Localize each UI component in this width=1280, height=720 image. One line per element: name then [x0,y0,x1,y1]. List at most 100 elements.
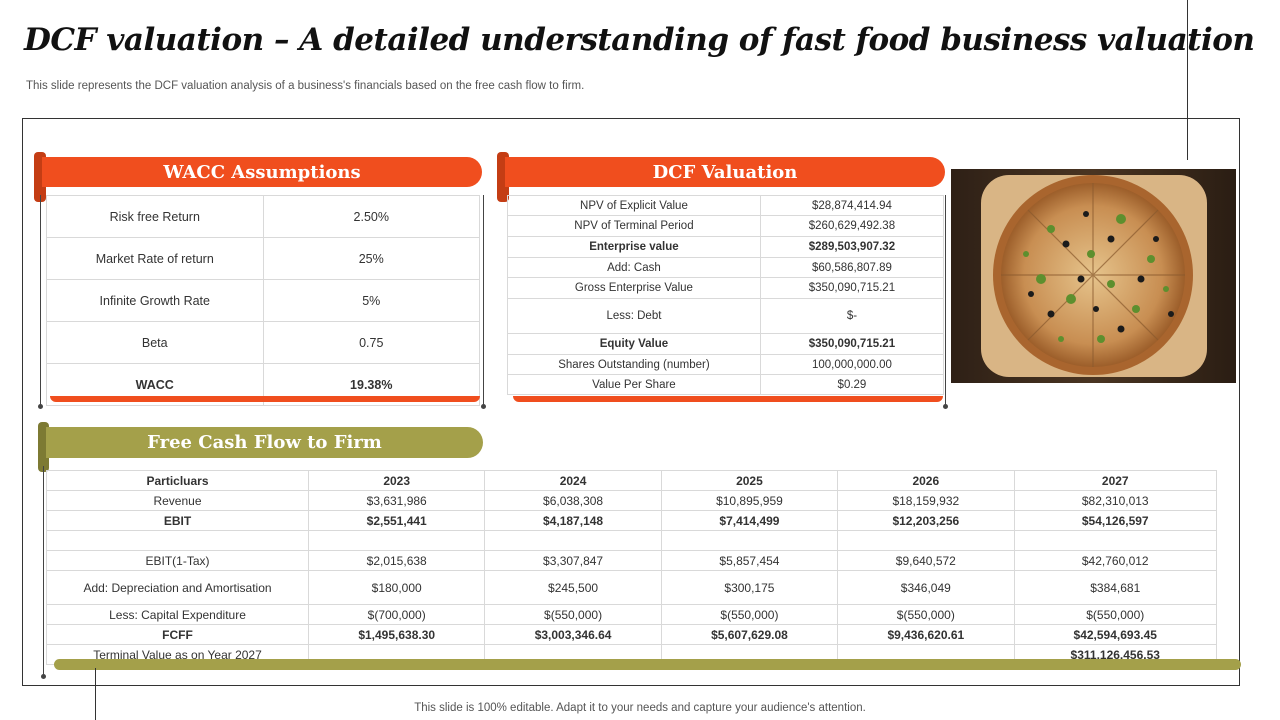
dcf-value: $350,090,715.21 [759,277,945,299]
table-row: Less: Capital Expenditure $(700,000) $(550… [46,604,1217,625]
table-row [46,530,1217,551]
fcff-heading: Free Cash Flow to Firm [46,427,483,458]
fcff-cell [837,530,1015,551]
fcff-cell: Add: Depreciation and Amortisation [46,570,309,605]
dcf-label: Less: Debt [507,298,761,334]
table-row: Add: Depreciation and Amortisation $180,0… [46,570,1217,605]
table-row: Beta 0.75 [46,321,480,364]
fcff-cell: $4,187,148 [484,510,662,531]
fcff-cell: $42,594,693.45 [1013,624,1217,645]
content-frame [22,118,1240,686]
table-row: Market Rate of return 25% [46,237,480,280]
fcff-cell: Less: Capital Expenditure [46,604,309,625]
wacc-value: 25% [262,237,480,280]
fcff-cell: Revenue [46,490,309,511]
dcf-value: 100,000,000.00 [759,354,945,375]
fcff-cell: $6,038,308 [484,490,662,511]
wacc-right-rule [483,195,484,407]
fcff-cell: $(550,000) [484,604,662,625]
fcff-cell [484,530,662,551]
dcf-right-rule [945,195,946,407]
decorative-line-top [1187,0,1188,160]
wacc-value: 5% [262,279,480,322]
wacc-label: Market Rate of return [46,237,264,280]
fcff-cell: $2,551,441 [307,510,486,531]
fcff-cell: $(550,000) [1013,604,1217,625]
fcff-tab [38,422,49,472]
table-row: Infinite Growth Rate 5% [46,279,480,322]
wacc-table: Risk free Return 2.50% Market Rate of ret… [46,195,480,406]
fcff-bottom-bar [54,659,1241,670]
fcff-cell: FCFF [46,624,309,645]
fcff-cell: $300,175 [660,570,839,605]
fcff-header: 2027 [1013,470,1217,491]
wacc-left-rule [40,195,41,407]
fcff-cell: $42,760,012 [1013,550,1217,571]
pizza-icon [951,169,1236,383]
wacc-value: 0.75 [262,321,480,364]
fcff-dot-left [41,674,46,679]
dcf-table: NPV of Explicit Value $28,874,414.94 NPV … [507,195,945,395]
fcff-header: 2023 [307,470,486,491]
decorative-line-bottom [95,668,96,720]
wacc-heading: WACC Assumptions [42,157,482,187]
fcff-header: 2026 [837,470,1015,491]
fcff-cell: $2,015,638 [307,550,486,571]
table-row: Enterprise value $289,503,907.32 [507,236,945,258]
fcff-cell: EBIT [46,510,309,531]
table-row: Less: Debt $- [507,298,945,334]
fcff-table: Particluars 2023 2024 2025 2026 2027 Rev… [46,470,1217,665]
dcf-heading: DCF Valuation [505,157,945,187]
fcff-header: 2025 [660,470,839,491]
fcff-cell: $384,681 [1013,570,1217,605]
dcf-value: $60,586,807.89 [759,257,945,278]
dcf-value: $289,503,907.32 [759,236,945,258]
table-row: Risk free Return 2.50% [46,195,480,238]
fcff-cell: $(700,000) [307,604,486,625]
fcff-cell: $12,203,256 [837,510,1015,531]
dcf-label: Gross Enterprise Value [507,277,761,299]
slide-subtitle: This slide represents the DCF valuation … [26,80,585,92]
pizza-photo [951,169,1236,383]
fcff-cell: $9,640,572 [837,550,1015,571]
fcff-cell: $3,003,346.64 [484,624,662,645]
fcff-cell: $10,895,959 [660,490,839,511]
table-row: EBIT $2,551,441 $4,187,148 $7,414,499 $12,20… [46,510,1217,531]
fcff-cell: $82,310,013 [1013,490,1217,511]
fcff-cell [660,530,839,551]
fcff-cell [46,530,309,551]
fcff-header: Particluars [46,470,309,491]
fcff-cell: $245,500 [484,570,662,605]
table-row: NPV of Terminal Period $260,629,492.38 [507,215,945,237]
table-header-row: Particluars 2023 2024 2025 2026 2027 [46,470,1217,491]
table-row: Revenue $3,631,986 $6,038,308 $10,895,959 $1… [46,490,1217,511]
wacc-bottom-bar [50,396,480,402]
dcf-label: Add: Cash [507,257,761,278]
fcff-cell: $5,607,629.08 [660,624,839,645]
fcff-cell: $(550,000) [660,604,839,625]
wacc-label: Risk free Return [46,195,264,238]
fcff-cell: $54,126,597 [1013,510,1217,531]
dcf-label: Enterprise value [507,236,761,258]
fcff-cell: $1,495,638.30 [307,624,486,645]
table-row: Gross Enterprise Value $350,090,715.21 [507,277,945,299]
table-row: EBIT(1-Tax) $2,015,638 $3,307,847 $5,857,45… [46,550,1217,571]
fcff-header: 2024 [484,470,662,491]
table-row: NPV of Explicit Value $28,874,414.94 [507,195,945,216]
table-row: Add: Cash $60,586,807.89 [507,257,945,278]
fcff-cell: $346,049 [837,570,1015,605]
fcff-cell: $3,307,847 [484,550,662,571]
dcf-bottom-bar [513,396,943,402]
dcf-value: $260,629,492.38 [759,215,945,237]
table-row: Value Per Share $0.29 [507,374,945,395]
dcf-label: NPV of Terminal Period [507,215,761,237]
fcff-left-rule [43,466,44,676]
fcff-cell: $9,436,620.61 [837,624,1015,645]
dcf-value: $28,874,414.94 [759,195,945,216]
dcf-value: $- [759,298,945,334]
wacc-label: Beta [46,321,264,364]
fcff-cell: $(550,000) [837,604,1015,625]
fcff-cell [307,530,486,551]
wacc-value: 2.50% [262,195,480,238]
dcf-label: Shares Outstanding (number) [507,354,761,375]
